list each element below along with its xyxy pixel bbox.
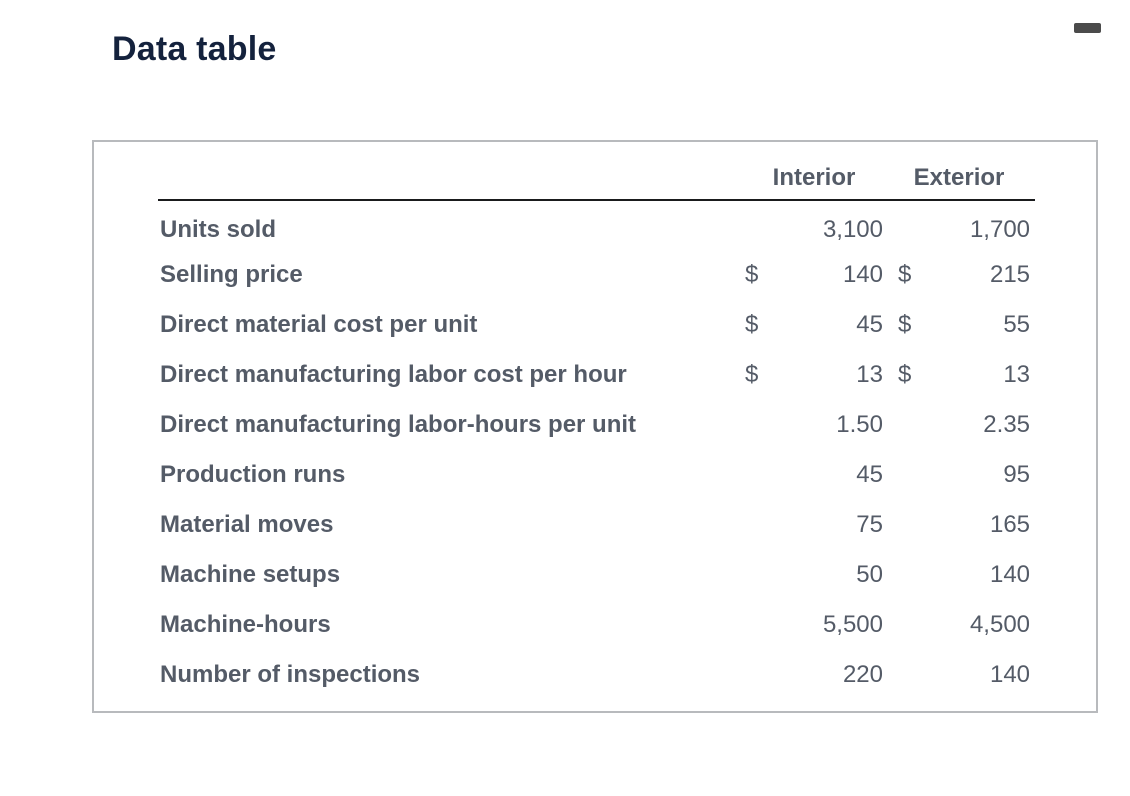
table-row: Direct manufacturing labor-hours per uni… — [158, 400, 1035, 450]
interior-value: 45 — [856, 311, 883, 338]
row-label: Production runs — [160, 461, 346, 488]
exterior-currency-sign: $ — [898, 311, 912, 338]
exterior-value: 1,700 — [969, 216, 1031, 243]
table-row: Machine setups 50 140 — [158, 550, 1035, 600]
corner-header-cell — [158, 156, 745, 201]
exterior-value: 140 — [989, 661, 1031, 688]
row-label: Direct manufacturing labor-hours per uni… — [160, 411, 637, 438]
exterior-value: 140 — [989, 561, 1031, 588]
table-row: Units sold 3,100 1,700 — [158, 200, 1035, 250]
data-table-panel: Interior Exterior Units sold 3,100 1,700… — [92, 140, 1098, 713]
table-row: Direct manufacturing labor cost per hour… — [158, 350, 1035, 400]
interior-currency-sign: $ — [745, 261, 759, 288]
row-label: Units sold — [160, 216, 277, 243]
interior-currency-sign — [745, 400, 765, 450]
minimize-dash-icon[interactable] — [1074, 23, 1101, 33]
row-label: Machine-hours — [160, 611, 331, 638]
interior-value: 50 — [856, 561, 883, 588]
interior-value: 1.50 — [836, 411, 883, 438]
exterior-currency-sign — [883, 550, 913, 600]
exterior-currency-sign — [883, 200, 913, 250]
exterior-currency-sign: $ — [898, 361, 912, 388]
exterior-value: 95 — [1003, 461, 1031, 488]
interior-currency-sign — [745, 600, 765, 650]
interior-currency-sign — [745, 550, 765, 600]
table-row: Production runs 45 95 — [158, 450, 1035, 500]
exterior-value: 165 — [989, 511, 1031, 538]
data-table: Interior Exterior Units sold 3,100 1,700… — [158, 156, 1036, 700]
page-title: Data table — [112, 30, 277, 68]
interior-value: 140 — [842, 261, 883, 288]
interior-currency-sign: $ — [745, 361, 759, 388]
exterior-value: 13 — [1003, 361, 1031, 388]
row-label: Machine setups — [160, 561, 341, 588]
interior-currency-sign — [745, 650, 765, 700]
table-row: Material moves 75 165 — [158, 500, 1035, 550]
table-header-row: Interior Exterior — [158, 156, 1036, 201]
exterior-currency-sign — [883, 450, 913, 500]
interior-currency-sign: $ — [745, 311, 759, 338]
row-label: Direct material cost per unit — [160, 311, 478, 338]
exterior-value: 4,500 — [969, 611, 1031, 638]
exterior-currency-sign — [883, 500, 913, 550]
table-body: Units sold 3,100 1,700 Selling price $ 1… — [158, 200, 1035, 700]
interior-column-header: Interior — [745, 156, 883, 201]
row-label: Selling price — [160, 261, 303, 288]
exterior-currency-sign — [883, 600, 913, 650]
exterior-currency-sign — [883, 400, 913, 450]
exterior-value: 215 — [989, 261, 1031, 288]
interior-value: 13 — [856, 361, 883, 388]
exterior-value: 2.35 — [983, 411, 1031, 438]
table-row: Machine-hours 5,500 4,500 — [158, 600, 1035, 650]
exterior-column-header: Exterior — [883, 156, 1036, 201]
exterior-currency-sign: $ — [898, 261, 912, 288]
interior-currency-sign — [745, 200, 765, 250]
row-label: Number of inspections — [160, 661, 421, 688]
table-row: Number of inspections 220 140 — [158, 650, 1035, 700]
interior-value: 75 — [856, 511, 883, 538]
exterior-currency-sign — [883, 650, 913, 700]
row-label: Direct manufacturing labor cost per hour — [160, 361, 627, 388]
interior-currency-sign — [745, 500, 765, 550]
interior-value: 220 — [842, 661, 883, 688]
table-row: Selling price $ 140 $ 215 — [158, 250, 1035, 300]
exterior-value: 55 — [1003, 311, 1031, 338]
interior-value: 45 — [856, 461, 883, 488]
table-row: Direct material cost per unit $ 45 $ 55 — [158, 300, 1035, 350]
interior-value: 3,100 — [822, 216, 883, 243]
interior-value: 5,500 — [822, 611, 883, 638]
interior-currency-sign — [745, 450, 765, 500]
row-label: Material moves — [160, 511, 334, 538]
